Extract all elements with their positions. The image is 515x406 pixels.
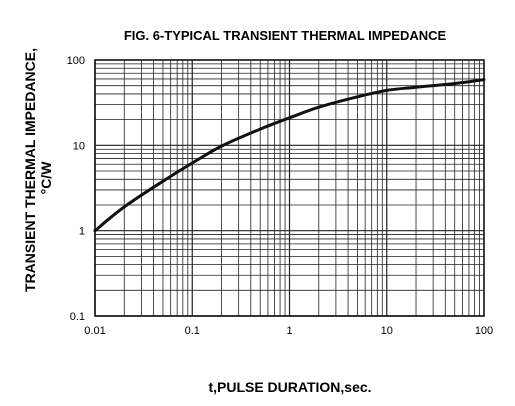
y-tick-labels: 0.1 1 10 100: [67, 55, 85, 323]
y-tick-label: 0.1: [70, 311, 85, 323]
x-axis-label: t,PULSE DURATION,sec.: [208, 379, 371, 395]
y-tick-label: 1: [79, 226, 85, 238]
x-tick-label: 0.1: [185, 325, 200, 337]
chart-title: FIG. 6-TYPICAL TRANSIENT THERMAL IMPEDAN…: [124, 28, 447, 43]
grid: [94, 60, 484, 317]
y-tick-label: 100: [67, 55, 85, 67]
x-tick-labels: 0.01 0.1 1 10 100: [84, 325, 493, 337]
series-group: [93, 78, 486, 233]
x-tick-label: 10: [381, 325, 393, 337]
y-tick-label: 10: [73, 140, 85, 152]
series-line: [93, 78, 486, 233]
plot-frame: [94, 59, 485, 317]
x-tick-label: 1: [286, 325, 292, 337]
y-axis-label-line2: °C/W: [38, 161, 54, 195]
x-tick-label: 100: [475, 325, 493, 337]
x-tick-label: 0.01: [84, 325, 105, 337]
y-axis-label-line1: TRANSIENT THERMAL IMPEDANCE,: [22, 48, 38, 292]
